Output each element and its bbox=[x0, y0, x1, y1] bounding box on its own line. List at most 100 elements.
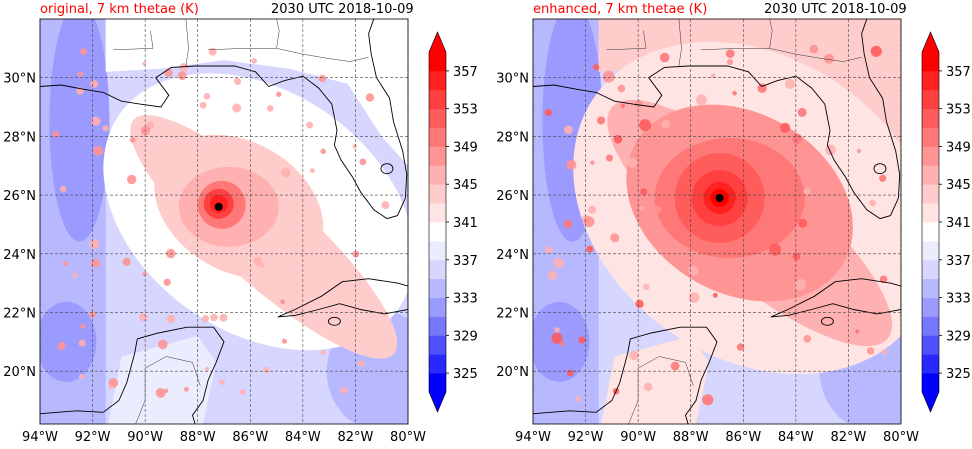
lon-tick-label: 90°W bbox=[127, 430, 163, 445]
convective-cell bbox=[62, 260, 68, 267]
panel-timestamp: 2030 UTC 2018-10-09 bbox=[271, 2, 414, 17]
convective-cell bbox=[780, 122, 791, 133]
land-warm-region bbox=[601, 336, 710, 424]
convective-cell bbox=[586, 245, 594, 253]
colorbar: 325 329 333 337 341 345 349 353 357 bbox=[921, 31, 971, 413]
convective-cell bbox=[553, 258, 564, 269]
convective-cell bbox=[613, 135, 623, 144]
colorbar-segment bbox=[922, 108, 939, 128]
isla-de-la-juventud bbox=[327, 316, 341, 326]
colorbar-segment bbox=[429, 316, 446, 336]
convective-cell bbox=[866, 347, 875, 355]
colorbar-segment bbox=[429, 278, 446, 298]
border-line bbox=[135, 356, 201, 424]
yucatan-coastline bbox=[533, 326, 718, 424]
colorbar-segment bbox=[922, 240, 939, 261]
colorbar-extend-max bbox=[922, 32, 939, 52]
convective-cell bbox=[554, 327, 560, 333]
convective-cell bbox=[590, 160, 595, 165]
storm-center-dot bbox=[214, 202, 223, 211]
convective-cell bbox=[578, 336, 586, 344]
convective-cell bbox=[712, 292, 718, 298]
convective-cell bbox=[59, 185, 67, 193]
gulf-coastline bbox=[533, 19, 901, 220]
colorbar-segment bbox=[429, 89, 446, 110]
convective-cell bbox=[575, 396, 582, 402]
colorbar-segment bbox=[429, 240, 446, 261]
map-figure: 30°N 28°N 26°N 24°N 22°N 20°N 94°W 92°W 90°W 88°W… bbox=[3, 18, 478, 445]
lat-tick-label: 22°N bbox=[3, 306, 36, 321]
colorbar-segment bbox=[922, 259, 939, 280]
colorbar-tick-label: 345 bbox=[453, 178, 478, 193]
lat-tick-label: 24°N bbox=[3, 248, 36, 263]
convective-cell bbox=[129, 137, 136, 143]
convective-cell bbox=[792, 252, 801, 261]
convective-cell bbox=[610, 233, 620, 243]
cool-region bbox=[40, 301, 97, 382]
convective-cell bbox=[606, 154, 613, 162]
convective-cell bbox=[564, 125, 573, 135]
colorbar-tick-label: 341 bbox=[946, 216, 971, 231]
convective-cell bbox=[208, 47, 217, 56]
colorbar: 325 329 333 337 341 345 349 353 357 bbox=[428, 31, 478, 413]
panel-title: enhanced, 7 km thetae (K) bbox=[533, 2, 708, 17]
convective-cell bbox=[239, 389, 246, 395]
convective-cell bbox=[643, 283, 650, 290]
convective-cell bbox=[634, 99, 643, 108]
convective-cell bbox=[91, 116, 101, 126]
convective-cell bbox=[259, 262, 264, 268]
lon-tick-label: 84°W bbox=[285, 430, 321, 445]
colorbar-extend-min bbox=[922, 392, 939, 412]
convective-cell bbox=[639, 206, 644, 211]
convective-cell bbox=[643, 382, 653, 392]
map-frame bbox=[532, 18, 902, 425]
colorbar-tick-label: 333 bbox=[453, 292, 478, 307]
border-line bbox=[628, 356, 694, 424]
convective-cell bbox=[357, 360, 364, 367]
convective-cell bbox=[710, 73, 716, 79]
convective-cell bbox=[102, 125, 109, 132]
convective-cell bbox=[234, 77, 242, 85]
lat-tick-label: 20°N bbox=[3, 365, 36, 380]
convective-cell bbox=[792, 133, 803, 144]
colorbar-segment bbox=[429, 108, 446, 128]
convective-cell bbox=[879, 174, 887, 182]
convective-cell bbox=[563, 219, 572, 229]
colorbar-tick-label: 357 bbox=[453, 65, 478, 80]
coastlines bbox=[533, 19, 901, 424]
colorbar-segment bbox=[429, 146, 446, 166]
convective-cell bbox=[91, 258, 100, 268]
convective-cell bbox=[567, 369, 574, 377]
lon-tick-label: 86°W bbox=[232, 430, 268, 445]
map-figure: 30°N 28°N 26°N 24°N 22°N 20°N 94°W 92°W 90°W 88°W… bbox=[496, 18, 971, 445]
convective-cell bbox=[559, 341, 565, 347]
convective-cell bbox=[856, 148, 862, 154]
convective-cell bbox=[352, 250, 360, 258]
border-line bbox=[276, 48, 369, 62]
colorbar-segment bbox=[429, 259, 446, 280]
colorbar-tick-label: 353 bbox=[946, 103, 971, 118]
convective-cell bbox=[266, 105, 274, 112]
border-line bbox=[701, 19, 773, 51]
convective-cell bbox=[80, 324, 85, 329]
convective-cell bbox=[352, 144, 357, 149]
convective-cell bbox=[617, 84, 626, 93]
convective-cell bbox=[184, 386, 189, 392]
convective-cell bbox=[725, 49, 735, 59]
colorbar-segment bbox=[922, 146, 939, 166]
convective-cell bbox=[201, 315, 209, 323]
convective-cell bbox=[177, 71, 187, 80]
convective-cell bbox=[306, 121, 314, 129]
colorbar-tick-label: 349 bbox=[946, 140, 971, 155]
convective-cell bbox=[769, 243, 781, 256]
convective-cell bbox=[597, 116, 606, 125]
convective-cell bbox=[653, 205, 662, 214]
convective-cell bbox=[381, 201, 390, 210]
colorbar-tick-label: 329 bbox=[946, 329, 971, 344]
colorbar-segment bbox=[922, 52, 939, 72]
convective-cell bbox=[89, 239, 100, 250]
convective-cell bbox=[629, 350, 639, 361]
convective-cell bbox=[359, 158, 367, 166]
colorbar-segment bbox=[922, 278, 939, 298]
lat-tick-label: 28°N bbox=[3, 130, 36, 145]
